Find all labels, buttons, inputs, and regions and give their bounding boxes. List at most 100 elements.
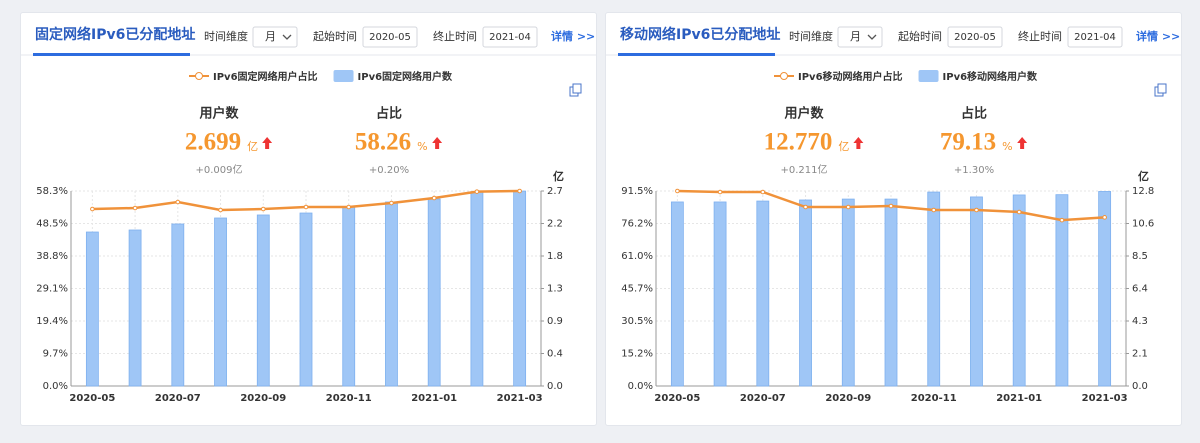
legend-swatch [918, 70, 939, 82]
point [389, 200, 394, 206]
stat-change: +0.20% [369, 165, 409, 176]
x-tick-label: 2020-11 [326, 393, 372, 404]
bar [927, 191, 941, 387]
date-input[interactable] [947, 26, 1003, 48]
stat-change: +0.009亿 [195, 163, 242, 176]
control-label: 终止时间 [1018, 29, 1062, 43]
y2-tick-label: 8.5 [1132, 251, 1148, 262]
point [845, 204, 851, 210]
stat-label: 占比 [376, 106, 402, 122]
x-tick-label: 2020-09 [240, 393, 286, 404]
up-arrow [853, 137, 864, 149]
x-tick-label: 2021-01 [411, 393, 457, 404]
y2-tick-label: 12.8 [1132, 186, 1154, 197]
legend-swatch [333, 70, 354, 82]
stat-change: +1.30% [954, 165, 994, 176]
point [517, 188, 522, 194]
date-value[interactable]: 2020-05 [954, 32, 996, 43]
point [260, 206, 266, 212]
select-arrow [867, 34, 877, 40]
select-value[interactable]: 月 [265, 30, 276, 43]
date-input[interactable] [362, 26, 418, 48]
stat-unit: 亿 [247, 140, 258, 153]
control-label: 起始时间 [898, 29, 942, 43]
x-tick-label: 2021-03 [497, 393, 543, 404]
y-tick-label: 0.0% [628, 381, 653, 392]
x-tick-label: 2020-11 [911, 393, 957, 404]
point [431, 195, 437, 201]
point [888, 203, 894, 209]
x-tick-label: 2020-07 [740, 393, 786, 404]
date-input[interactable] [1067, 26, 1123, 48]
copy-icon[interactable] [572, 83, 582, 94]
date-value[interactable]: 2021-04 [1074, 32, 1116, 43]
legend-label[interactable]: IPv6移动网络用户占比 [798, 70, 903, 83]
y-tick-label: 58.3% [36, 186, 68, 197]
stat-value: 2.699 [185, 129, 241, 156]
select-box[interactable] [252, 26, 298, 48]
y2-unit: 亿 [1138, 169, 1149, 183]
y2-tick-label: 0.4 [547, 349, 563, 360]
date-value[interactable]: 2020-05 [369, 32, 411, 43]
bar [171, 223, 185, 387]
y2-tick-label: 0.9 [547, 316, 563, 327]
stat-label: 用户数 [198, 106, 239, 122]
x-tick-label: 2020-09 [825, 393, 871, 404]
details-link[interactable]: 详情 >> [551, 29, 595, 43]
stat-label: 用户数 [783, 106, 824, 122]
bar [128, 229, 142, 387]
y2-tick-label: 2.7 [547, 186, 563, 197]
select-value[interactable]: 月 [850, 30, 861, 43]
legend-label[interactable]: IPv6移动网络用户数 [943, 70, 1039, 83]
point [90, 206, 95, 212]
date-value[interactable]: 2021-04 [489, 32, 531, 43]
title-underline [33, 53, 190, 56]
y2-tick-label: 2.2 [547, 219, 563, 230]
point [1059, 217, 1065, 223]
bar [799, 199, 812, 387]
bar [1055, 194, 1069, 387]
legend-label[interactable]: IPv6固定网络用户数 [358, 70, 454, 83]
y-tick-label: 76.2% [621, 219, 653, 230]
date-input[interactable] [482, 26, 538, 48]
bar [470, 191, 484, 387]
up-arrow [262, 137, 273, 149]
panel-title: 移动网络IPv6已分配地址 [620, 26, 780, 43]
legend-dot [780, 72, 788, 80]
bar [713, 201, 727, 387]
legend-dot [195, 72, 203, 80]
y-tick-label: 19.4% [36, 316, 68, 327]
point [675, 188, 680, 194]
bar [85, 231, 99, 387]
y-tick-label: 15.2% [621, 349, 653, 360]
stat-value: 12.770 [764, 129, 833, 156]
up-arrow [1017, 137, 1028, 149]
point [474, 189, 480, 194]
bar [256, 214, 270, 387]
bar [385, 201, 398, 387]
details-link[interactable]: 详情 >> [1136, 29, 1180, 43]
stat-label: 占比 [961, 106, 987, 122]
up-arrow [432, 137, 443, 149]
bar [1098, 191, 1112, 387]
copy-icon[interactable] [1157, 83, 1167, 94]
y-tick-label: 38.8% [36, 251, 68, 262]
stat-value: 79.13 [940, 129, 996, 156]
y2-tick-label: 1.8 [547, 251, 563, 262]
point [303, 204, 309, 210]
bar [756, 200, 770, 387]
y2-tick-label: 2.1 [1132, 349, 1148, 360]
panel: 移动网络IPv6已分配地址 时间维度 月 起始时间 2020-05 终止时间 2021-04… [605, 12, 1182, 426]
y-tick-label: 48.5% [36, 219, 68, 230]
legend-label[interactable]: IPv6固定网络用户占比 [213, 70, 318, 83]
y-tick-label: 9.7% [43, 349, 68, 360]
bar [884, 198, 898, 387]
y-tick-label: 45.7% [621, 284, 653, 295]
point [803, 204, 808, 210]
select-box[interactable] [837, 26, 883, 48]
panel-svg: 移动网络IPv6已分配地址 时间维度 月 起始时间 2020-05 终止时间 2021-04… [606, 26, 1181, 404]
panel-svg: 固定网络IPv6已分配地址 时间维度 月 起始时间 2020-05 终止时间 2021-04… [21, 26, 596, 404]
point [346, 204, 352, 210]
bar [841, 198, 855, 387]
point [760, 189, 766, 195]
